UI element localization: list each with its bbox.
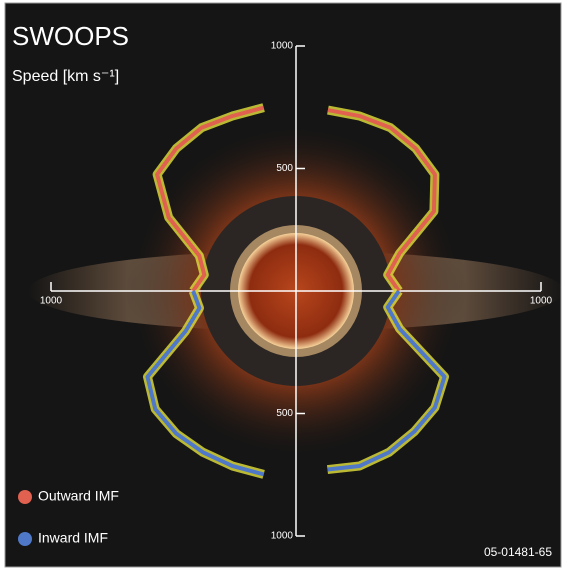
figure-id: 05-01481-65: [484, 545, 552, 559]
legend-label: Inward IMF: [38, 530, 108, 546]
legend-marker: [18, 490, 32, 504]
legend-label: Outward IMF: [38, 488, 119, 504]
legend-marker: [18, 532, 32, 546]
tick-label: 1000: [40, 296, 63, 307]
tick-label: 500: [276, 408, 293, 419]
tick-label: 1000: [530, 296, 553, 307]
chart-title: SWOOPS: [12, 21, 129, 51]
tick-label: 500: [276, 163, 293, 174]
chart: SWOOPS Speed [km s⁻¹] 05-01481-65 Outwar…: [0, 0, 565, 571]
tick-label: 1000: [271, 531, 294, 542]
tick-label: 1000: [271, 41, 294, 52]
axis-label: Speed [km s⁻¹]: [12, 68, 119, 85]
